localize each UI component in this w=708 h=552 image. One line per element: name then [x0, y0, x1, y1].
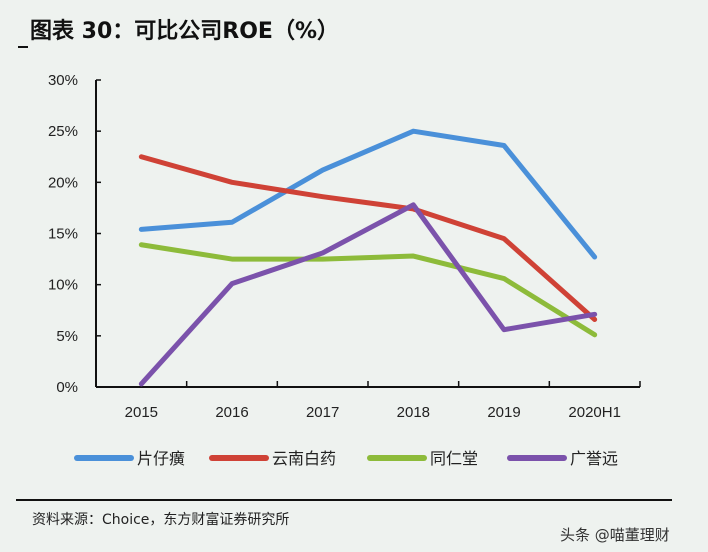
series-line-2: [138, 242, 598, 338]
x-tick-label: 2016: [215, 404, 248, 421]
watermark: 头条 @喵董理财: [560, 526, 670, 544]
series-lines: [138, 128, 598, 387]
y-tick-label: 25%: [48, 123, 78, 140]
y-tick-label: 20%: [48, 174, 78, 191]
series-line-0: [138, 128, 598, 260]
legend-label: 广誉远: [570, 449, 618, 468]
source-note: 资料来源：Choice，东方财富证券研究所: [32, 511, 289, 528]
series-line-3: [138, 202, 598, 387]
x-tick-label: 2018: [397, 404, 430, 421]
legend-label: 片仔癀: [137, 449, 185, 468]
y-tick-label: 30%: [48, 72, 78, 89]
y-tick-label: 15%: [48, 226, 78, 243]
chart-title: 图表 30：可比公司ROE（%）: [30, 19, 339, 44]
legend-label: 同仁堂: [430, 449, 478, 468]
y-tick-label: 5%: [56, 328, 78, 345]
legend-label: 云南白药: [272, 449, 336, 468]
y-tick-label: 10%: [48, 277, 78, 294]
x-tick-label: 2019: [487, 404, 520, 421]
axes: 0% 5% 10% 15% 20% 25% 30% 2015 2016 2017 2018 2019 2…: [48, 72, 641, 421]
x-tick-label: 2020H1: [568, 404, 621, 421]
series-line-1: [138, 154, 598, 322]
x-tick-label: 2017: [306, 404, 339, 421]
y-tick-label: 0%: [56, 379, 78, 396]
x-tick-label: 2015: [125, 404, 158, 421]
legend: 片仔癀 云南白药 同仁堂 广誉远: [74, 449, 618, 468]
